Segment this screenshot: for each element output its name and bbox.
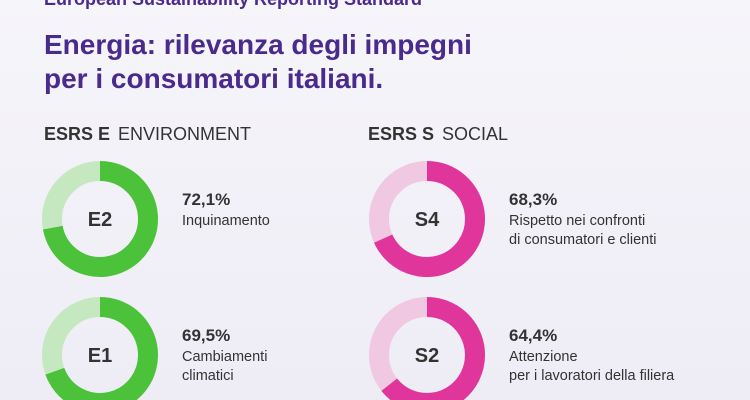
value-label: 72,1% [182,190,230,209]
category-label: Rispetto nei confronti [509,213,645,229]
section-name: SOCIAL [442,124,508,144]
title-line: Energia: rilevanza degli impegni [44,29,472,60]
section-code: ESRS E [44,124,110,144]
value-label: 69,5% [182,326,230,345]
center-label: E2 [88,209,112,231]
category-label: Inquinamento [182,213,270,229]
center-label: E1 [88,345,112,367]
category-label: climatici [182,368,234,384]
value-label: 64,4% [509,326,557,345]
donut-arc [45,297,158,400]
donut-arc [42,161,158,277]
category-label: di consumatori e clienti [509,232,657,248]
center-label: S2 [415,345,439,367]
section-code: ESRS S [368,124,434,144]
value-label: 68,3% [509,190,557,209]
donut-arc [381,297,485,400]
category-label: Attenzione [509,349,578,365]
section-header: ESRS S SOCIAL [368,124,508,144]
section-header: ESRS E ENVIRONMENT [44,124,251,144]
section-name: ENVIRONMENT [118,124,251,144]
kicker: European Sustainability Reporting Standa… [44,0,422,9]
category-label: Cambiamenti [182,349,267,365]
title-line: per i consumatori italiani. [44,63,383,94]
category-label: per i lavoratori della filiera [509,368,675,384]
center-label: S4 [415,209,440,231]
donut-arc [374,161,485,277]
